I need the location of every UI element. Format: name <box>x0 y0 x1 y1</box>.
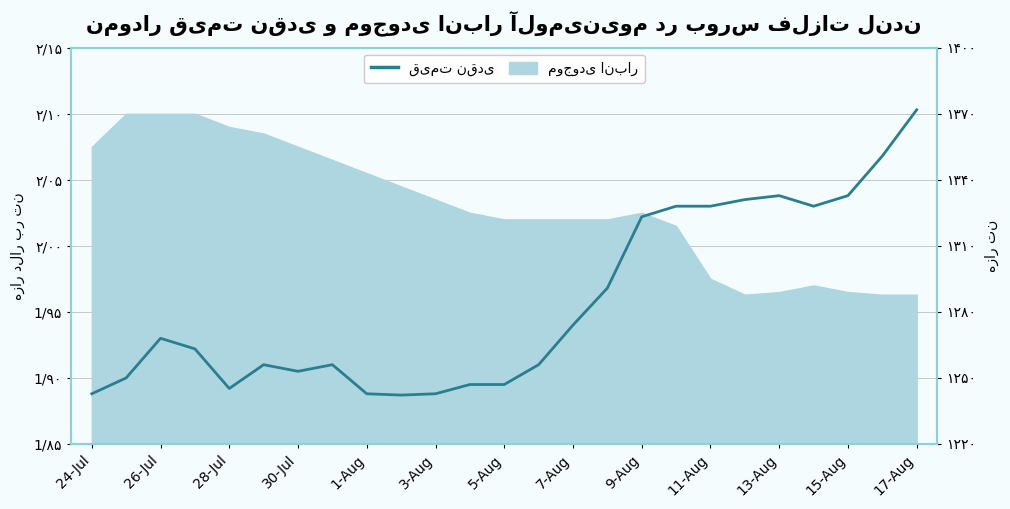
Y-axis label: هزار تن: هزار تن <box>985 220 999 272</box>
Title: نمودار قیمت نقدی و موجودی انبار آلومینیوم در بورس فلزات لندن: نمودار قیمت نقدی و موجودی انبار آلومینیو… <box>87 11 922 37</box>
Y-axis label: هزار دلار بر تن: هزار دلار بر تن <box>11 192 25 300</box>
Legend: قیمت نقدی, موجودی انبار: قیمت نقدی, موجودی انبار <box>364 54 645 83</box>
